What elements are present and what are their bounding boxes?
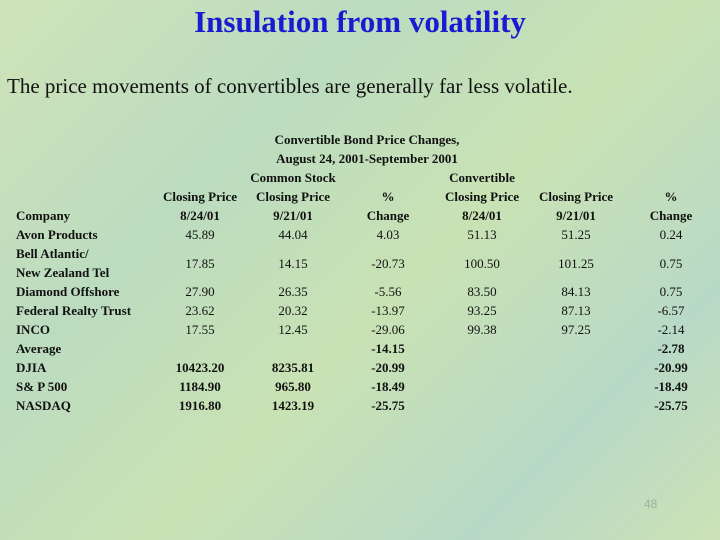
table-cell: -2.78 <box>657 341 685 356</box>
table-cell: -6.57 <box>657 303 685 318</box>
column-header: Closing Price <box>538 189 614 204</box>
column-header: Change <box>366 208 410 223</box>
table-cell: 10423.20 <box>175 360 225 375</box>
column-header: Closing Price <box>255 189 331 204</box>
table-cell: 99.38 <box>467 322 497 337</box>
table-cell: -20.99 <box>654 360 688 375</box>
table-cell: 0.75 <box>659 284 683 299</box>
company-name: S& P 500 <box>16 379 68 394</box>
company-name: Bell Atlantic/ <box>16 246 89 261</box>
column-header: 8/24/01 <box>180 208 220 223</box>
table-cell: 93.25 <box>467 303 497 318</box>
table-cell: 84.13 <box>561 284 591 299</box>
table-cell: -25.75 <box>371 398 405 413</box>
table-cell: 27.90 <box>185 284 215 299</box>
table-cell: -18.49 <box>654 379 688 394</box>
column-header: 9/21/01 <box>556 208 596 223</box>
column-header: Company <box>16 208 71 223</box>
table-cell: 97.25 <box>561 322 591 337</box>
group-header: Convertible <box>449 170 515 185</box>
table-title: August 24, 2001-September 2001 <box>276 151 458 166</box>
column-header: % <box>664 189 678 204</box>
company-name: New Zealand Tel <box>16 265 110 280</box>
table-cell: -18.49 <box>371 379 405 394</box>
table-cell: -25.75 <box>654 398 688 413</box>
table-cell: -20.99 <box>371 360 405 375</box>
table-cell: 51.25 <box>561 227 591 242</box>
table-cell: 100.50 <box>464 255 500 271</box>
table-cell: 87.13 <box>561 303 591 318</box>
table-cell: 8235.81 <box>271 360 315 375</box>
group-header: Common Stock <box>250 170 336 185</box>
company-name: INCO <box>16 322 50 337</box>
table-cell: -29.06 <box>371 322 405 337</box>
table-cell: 1184.90 <box>179 379 221 394</box>
table-cell: -2.14 <box>657 322 685 337</box>
table-cell: -5.56 <box>374 284 402 299</box>
table-cell: 45.89 <box>185 227 215 242</box>
company-name: Avon Products <box>16 227 98 242</box>
table-cell: -14.15 <box>371 341 405 356</box>
table-cell: 44.04 <box>278 227 308 242</box>
slide-title: Insulation from volatility <box>194 4 526 39</box>
table-cell: 12.45 <box>278 322 308 337</box>
table-cell: 17.55 <box>185 322 215 337</box>
table-cell: 17.85 <box>185 255 215 271</box>
column-header: Change <box>649 208 693 223</box>
table-cell: 0.24 <box>659 227 683 242</box>
company-name: NASDAQ <box>16 398 71 413</box>
table-cell: 1423.19 <box>271 398 315 413</box>
table-cell: 23.62 <box>185 303 215 318</box>
table-cell: 51.13 <box>467 227 497 242</box>
column-header: Closing Price <box>444 189 520 204</box>
column-header: Closing Price <box>162 189 238 204</box>
table-cell: 14.15 <box>278 255 308 271</box>
table-cell: 20.32 <box>278 303 308 318</box>
page-number: 48 <box>644 497 658 511</box>
table-cell: 1916.80 <box>178 398 222 413</box>
table-cell: -13.97 <box>371 303 405 318</box>
company-name: Diamond Offshore <box>16 284 120 299</box>
company-name: Federal Realty Trust <box>16 303 132 318</box>
table-cell: 101.25 <box>558 255 594 271</box>
slide-subtitle: The price movements of convertibles are … <box>7 74 573 98</box>
table-cell: 0.75 <box>659 255 683 271</box>
table-title: Convertible Bond Price Changes, <box>274 132 460 147</box>
column-header: 9/21/01 <box>273 208 313 223</box>
table-cell: 26.35 <box>278 284 308 299</box>
company-name: Average <box>16 341 62 356</box>
table-cell: -20.73 <box>371 255 405 271</box>
column-header: 8/24/01 <box>462 208 502 223</box>
table-cell: 4.03 <box>376 227 400 242</box>
table-cell: 83.50 <box>467 284 497 299</box>
table-cell: 965.80 <box>275 379 311 394</box>
company-name: DJIA <box>16 360 47 375</box>
column-header: % <box>381 189 395 204</box>
